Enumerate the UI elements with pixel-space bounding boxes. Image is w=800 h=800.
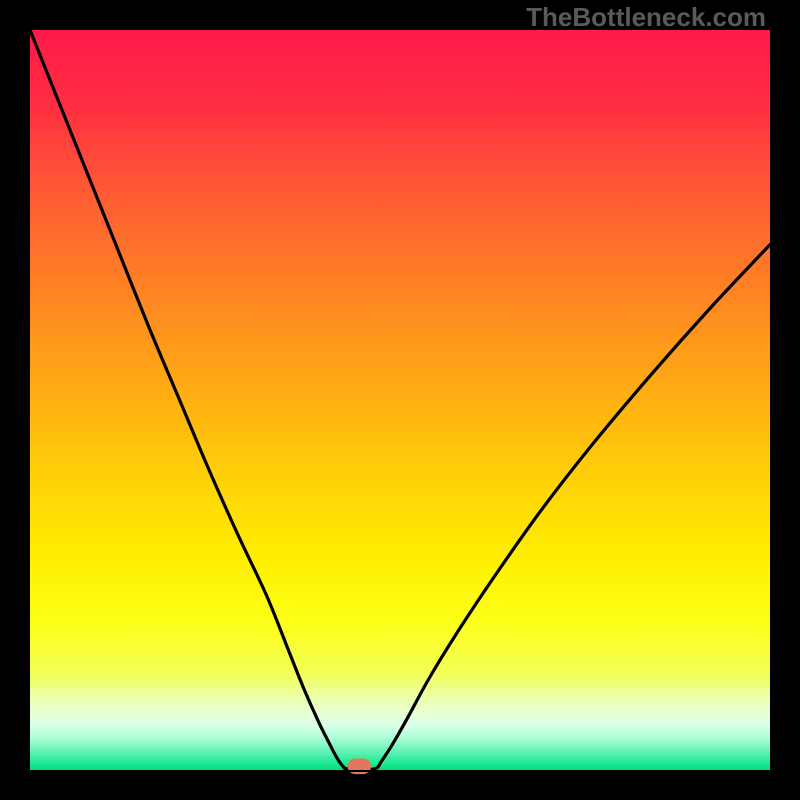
chart-background bbox=[30, 30, 770, 770]
bottleneck-chart bbox=[0, 0, 800, 800]
watermark-text: TheBottleneck.com bbox=[526, 2, 766, 33]
